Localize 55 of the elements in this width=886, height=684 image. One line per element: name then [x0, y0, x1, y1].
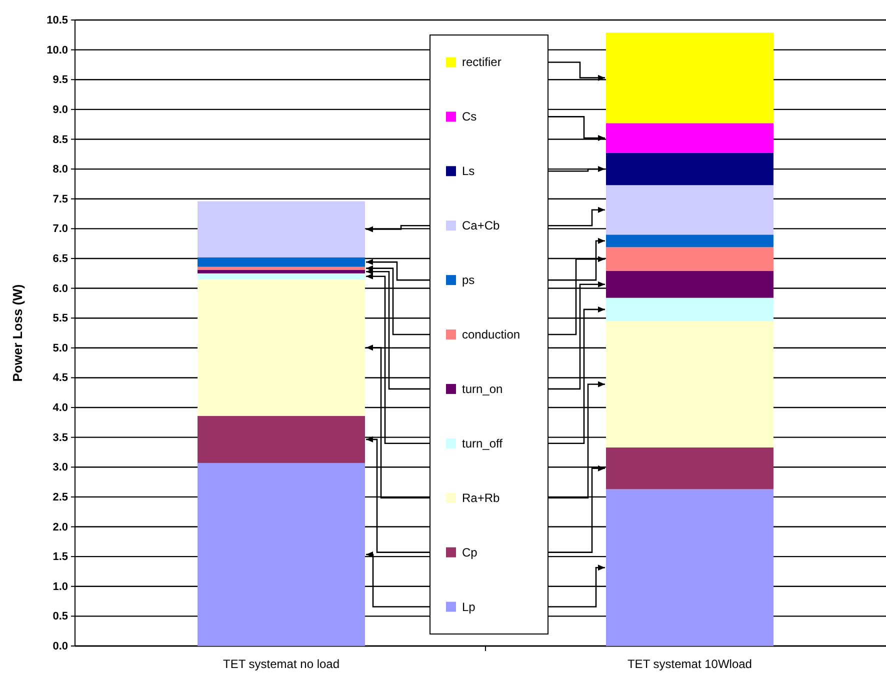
y-tick-label: 2.0	[52, 521, 68, 534]
legend-label: turn_off	[462, 436, 504, 450]
bar	[606, 247, 774, 271]
y-tick-label: 9.0	[52, 104, 68, 116]
y-tick-label: 8.0	[52, 164, 68, 176]
y-tick-label: 5.0	[52, 342, 68, 354]
y-tick-label: 4.5	[52, 372, 68, 384]
y-tick-label: 7.5	[52, 193, 68, 206]
legend-label: Cp	[462, 545, 478, 560]
bar	[606, 298, 774, 322]
bar	[606, 152, 774, 186]
y-tick-label: 9.5	[52, 74, 68, 86]
y-tick-label: 3.5	[52, 432, 68, 444]
y-tick-label: 8.5	[52, 134, 68, 146]
bar	[198, 416, 366, 463]
bar	[606, 123, 774, 153]
bar	[606, 321, 774, 448]
bar	[198, 273, 366, 280]
y-tick-label: 0.0	[52, 640, 68, 653]
x-tick-label: TET systemat no load	[223, 657, 340, 672]
legend-label: ps	[462, 273, 475, 288]
y-axis-title: Power Loss (W)	[10, 284, 25, 382]
y-tick-label: 3.0	[52, 462, 68, 474]
bar	[198, 270, 366, 274]
bar	[198, 257, 366, 267]
legend-label: Lp	[462, 600, 476, 614]
bar	[198, 201, 366, 258]
y-tick-label: 1.5	[52, 551, 68, 564]
y-tick-label: 6.5	[52, 252, 68, 265]
legend-label: turn_on	[462, 382, 503, 396]
bar	[606, 234, 774, 248]
y-tick-label: 6.0	[52, 282, 68, 295]
y-tick-label: 1.0	[52, 580, 68, 593]
legend-label: conduction	[462, 328, 520, 342]
y-tick-label: 5.5	[52, 312, 68, 325]
y-tick-label: 4.0	[52, 402, 68, 414]
y-tick-label: 7.0	[52, 223, 68, 236]
bar	[606, 32, 774, 124]
bar	[198, 266, 366, 270]
bar	[198, 462, 366, 646]
y-tick-label: 0.5	[52, 610, 68, 623]
legend-label: Ra+Rb	[462, 490, 500, 505]
y-tick-label: 10.0	[46, 44, 68, 56]
legend-label: rectifier	[462, 55, 502, 70]
legend-label: Ca+Cb	[462, 218, 500, 233]
legend-label: Cs	[462, 110, 477, 124]
x-tick-label: TET systemat 10Wload	[627, 657, 752, 672]
bar	[606, 447, 774, 490]
bar	[606, 185, 774, 235]
y-tick-label: 10.5	[46, 14, 68, 27]
bar	[198, 279, 366, 416]
bar	[606, 489, 774, 646]
bar	[606, 270, 774, 298]
y-tick-label: 2.5	[52, 491, 68, 504]
legend-label: Ls	[462, 164, 475, 178]
